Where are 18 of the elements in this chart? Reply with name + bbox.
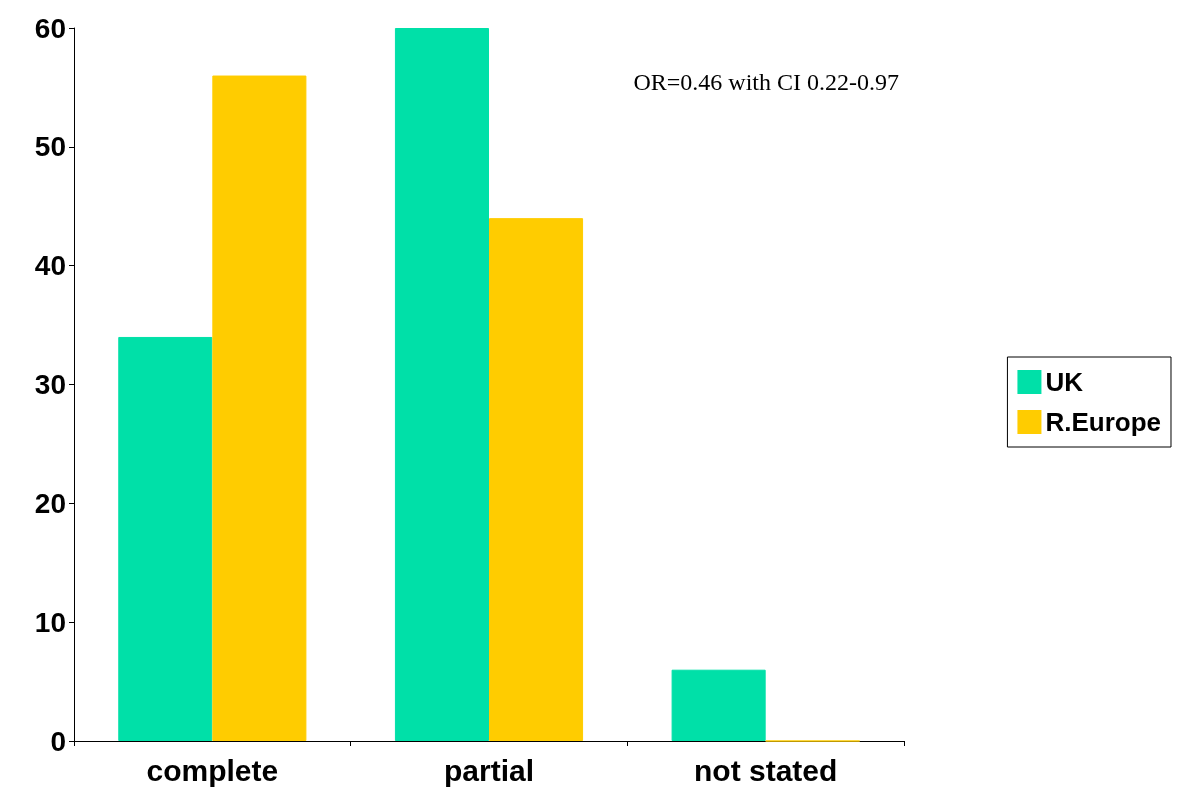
x-tick-label: partial (443, 753, 535, 787)
bar (489, 218, 584, 741)
legend-label: UK (1045, 367, 1084, 397)
y-tick-label: 60 (34, 12, 66, 44)
bar (212, 75, 307, 741)
annotation: OR=0.46 with CI 0.22-0.97 (633, 69, 900, 95)
x-tick-label: not stated (693, 753, 838, 787)
legend-label: R.Europe (1045, 407, 1162, 437)
bar (118, 336, 213, 741)
x-tick-label: complete (146, 753, 279, 787)
bar (671, 669, 766, 741)
y-tick-label: 40 (34, 250, 66, 282)
bar (394, 28, 489, 741)
y-tick-label: 20 (34, 487, 66, 519)
y-tick-label: 30 (34, 369, 66, 400)
y-tick-label: 50 (34, 131, 66, 163)
y-tick-label: 0 (50, 725, 66, 757)
y-tick-label: 10 (34, 606, 66, 638)
